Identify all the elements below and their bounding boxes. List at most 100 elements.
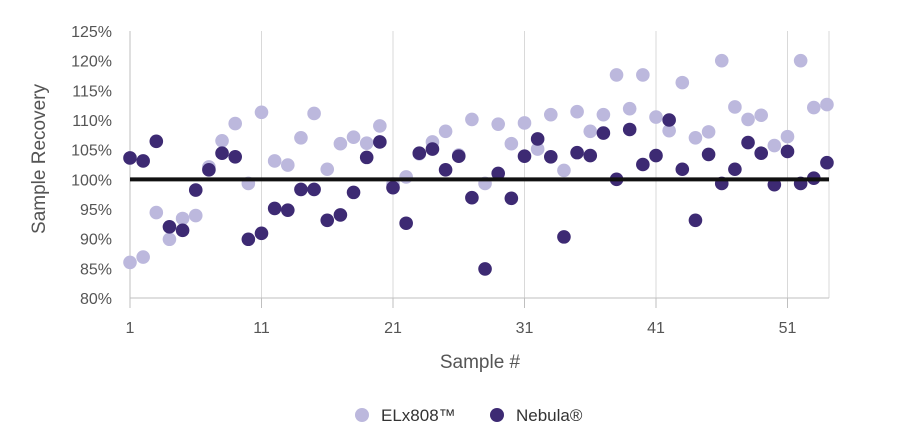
nebula-point [136,154,150,168]
x-tick-label: 21 [384,320,402,337]
elx808-point [530,142,545,156]
y-tick-label: 100% [71,172,112,189]
elx808-point [714,53,729,68]
elx808-point [793,53,808,68]
nebula-point [162,220,177,234]
nebula-point [399,216,413,231]
nebula-point [175,223,190,238]
elx808-point [780,129,795,144]
nebula-point [688,213,703,228]
data-points [123,53,834,276]
y-tick-label: 115% [72,83,112,100]
nebula-point [373,135,387,149]
elx808-point [688,131,703,145]
elx808-point [767,138,782,153]
elx808-point [188,208,203,223]
nebula-point [438,163,453,177]
nebula-point [215,146,229,161]
elx808-point [175,211,190,226]
nebula-point [202,163,216,177]
nebula-point [530,132,545,146]
elx808-point [215,133,229,148]
elx808-point [609,68,624,82]
legend-label-nebula: Nebula® [516,406,583,425]
nebula-point [188,183,203,197]
nebula-point [320,213,335,228]
elx808-point [294,131,308,145]
nebula-point [622,122,637,137]
elx808-point [346,130,361,145]
x-tick-label: 1 [126,320,135,337]
elx808-point [399,170,413,184]
elx808-point [123,255,137,270]
elx808-point [807,100,821,115]
nebula-point [412,146,427,161]
elx808-point [557,163,571,178]
elx808-point [504,136,519,151]
x-axis-title: Sample # [440,352,521,373]
elx808-point [359,136,374,150]
nebula-point [281,203,295,217]
elx808-point [583,124,598,139]
nebula-point [754,146,768,161]
legend-marker-nebula [490,408,504,422]
legend-label-elx808: ELx808™ [381,406,456,425]
y-tick-label: 105% [71,143,112,160]
elx808-point [267,154,282,168]
y-tick-label: 125% [71,24,112,41]
elx808-point [649,110,663,124]
elx808-point [517,116,532,130]
legend: ELx808™ Nebula® [355,406,583,425]
nebula-point [701,147,716,162]
legend-marker-elx808 [355,408,369,422]
elx808-point [596,107,611,122]
nebula-point [504,191,519,206]
nebula-point [596,126,611,140]
nebula-point [491,166,506,181]
elx808-point [228,116,242,131]
nebula-point [241,232,256,247]
elx808-point [820,97,834,112]
elx808-point [281,158,295,172]
nebula-point [451,149,466,163]
elx808-point [570,104,584,119]
nebula-point [780,144,795,159]
nebula-point [583,148,598,163]
elx808-point [162,232,177,247]
elx808-point [728,100,742,114]
x-tick-label: 31 [516,320,534,337]
nebula-point [517,149,532,163]
nebula-point [570,145,584,160]
elx808-point [465,112,479,127]
elx808-point [136,250,150,264]
elx808-point [662,123,676,138]
y-tick-label: 80% [80,291,112,308]
nebula-point [149,134,164,149]
y-tick-label: 90% [80,232,112,249]
nebula-point [675,162,690,177]
nebula-point [820,155,834,170]
nebula-point [728,162,742,177]
x-tick-label: 51 [779,320,797,337]
nebula-point [425,142,440,156]
elx808-point [254,105,269,120]
x-tick-label: 41 [647,320,665,337]
elx808-point [622,101,637,116]
nebula-point [228,149,242,164]
nebula-point [741,135,755,150]
y-axis-title: Sample Recovery [29,84,50,234]
elx808-point [438,124,453,139]
y-tick-label: 95% [80,202,112,219]
gridlines [261,31,830,298]
nebula-point [465,190,479,205]
elx808-point [333,136,348,151]
nebula-point [662,113,676,127]
nebula-point [346,185,361,200]
nebula-point [386,180,400,195]
nebula-point [123,151,137,165]
elx808-point [544,107,558,122]
elx808-point [701,125,716,139]
y-tick-label: 85% [80,261,112,278]
